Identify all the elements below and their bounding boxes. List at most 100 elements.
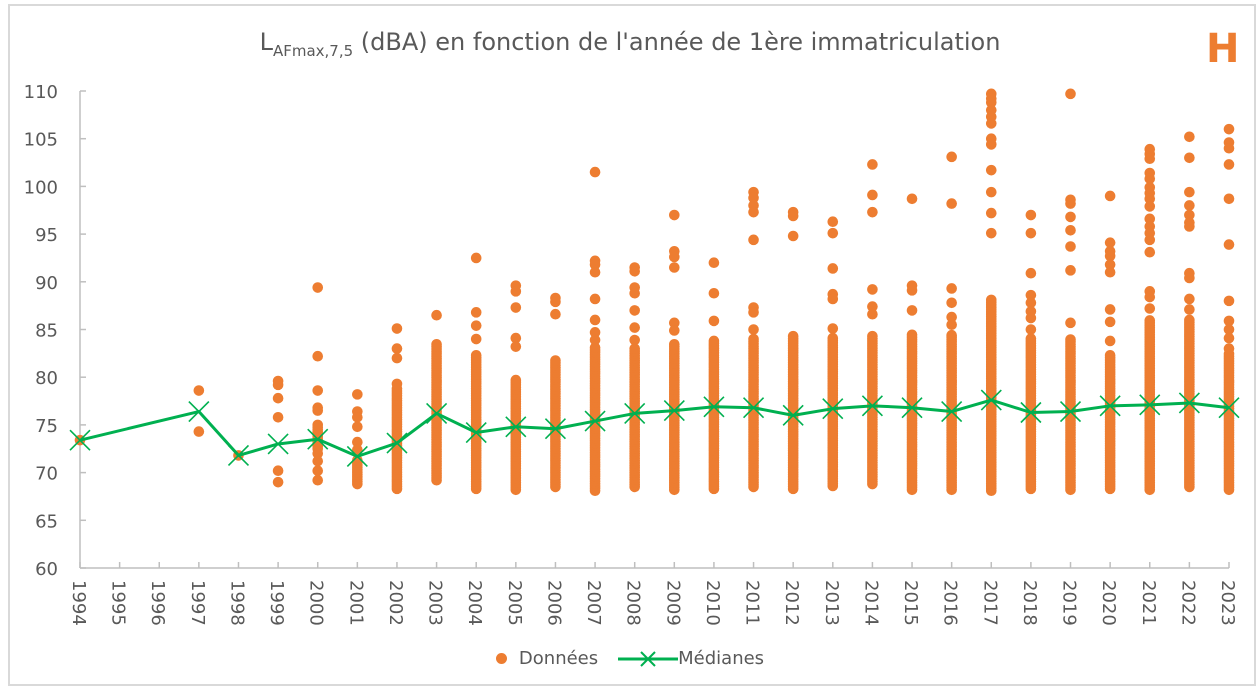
median-marker-stroke — [307, 428, 329, 450]
data-point — [867, 330, 878, 342]
data-point — [748, 192, 759, 204]
median-marker-stroke — [1178, 392, 1200, 414]
data-point — [272, 465, 284, 476]
data-point — [1184, 221, 1195, 232]
data-point — [748, 234, 759, 246]
x-tick-label: 2003 — [425, 580, 446, 626]
data-point — [669, 338, 680, 350]
median-marker-stroke — [663, 400, 685, 422]
data-point — [470, 349, 482, 361]
data-point — [629, 305, 640, 316]
median-marker — [544, 418, 567, 440]
data-point — [352, 389, 363, 400]
data-point — [352, 444, 363, 456]
data-point — [708, 335, 720, 347]
data-point — [1223, 193, 1235, 205]
median-marker-stroke — [624, 402, 646, 425]
data-point — [669, 262, 680, 273]
x-tick-label: 2021 — [1138, 580, 1159, 626]
data-point — [1144, 213, 1156, 225]
data-point — [1104, 316, 1116, 328]
y-tick-label: 65 — [35, 511, 58, 532]
data-point — [985, 186, 997, 198]
data-point — [550, 296, 561, 308]
data-point — [589, 327, 601, 338]
x-tick-label: 2010 — [702, 580, 723, 626]
median-marker — [624, 402, 646, 425]
data-point — [510, 332, 522, 344]
data-point — [906, 285, 918, 296]
data-point — [1184, 186, 1195, 198]
data-point — [352, 421, 363, 433]
data-point — [1065, 224, 1076, 236]
data-point — [1223, 159, 1235, 170]
data-point — [312, 385, 324, 396]
data-point — [1223, 343, 1235, 354]
data-point — [985, 164, 997, 176]
data-point — [1223, 142, 1235, 154]
data-point — [629, 322, 640, 333]
y-tick-label: 90 — [35, 273, 58, 294]
x-tick-label: 2000 — [306, 580, 327, 626]
x-tick-label: 1995 — [108, 580, 129, 626]
data-point — [431, 338, 442, 350]
legend-label-data: Données — [518, 648, 599, 669]
x-tick-label: 2022 — [1177, 580, 1198, 626]
legend-median-line-icon — [618, 650, 679, 667]
legend-item-data: Données — [495, 648, 599, 669]
x-tick-label: 2007 — [583, 580, 604, 626]
data-point — [1223, 295, 1235, 307]
median-marker — [386, 432, 408, 454]
data-point — [669, 317, 680, 329]
data-point — [589, 166, 601, 178]
median-marker-stroke — [1099, 395, 1121, 417]
data-point — [391, 343, 403, 354]
x-tick-label: 2020 — [1098, 580, 1119, 626]
median-marker-stroke — [941, 400, 963, 423]
median-marker — [346, 445, 368, 467]
data-point — [867, 308, 878, 320]
x-tick-label: 2017 — [979, 580, 1000, 626]
data-point — [1184, 209, 1195, 221]
data-point — [1025, 267, 1037, 279]
data-point — [1144, 201, 1156, 212]
data-point — [272, 411, 284, 423]
title-subscript: AFmax,7,5 — [272, 42, 354, 60]
data-point — [1065, 241, 1076, 252]
data-point — [985, 97, 997, 108]
median-line — [79, 398, 1230, 458]
median-marker-stroke — [703, 396, 725, 418]
data-point — [787, 210, 799, 222]
median-marker-stroke — [742, 397, 765, 419]
median-marker-stroke — [267, 433, 289, 455]
median-marker — [822, 398, 844, 420]
data-point — [352, 436, 363, 448]
y-tick-label: 60 — [35, 559, 58, 580]
data-point — [1065, 265, 1076, 276]
data-point — [510, 302, 522, 313]
data-point — [312, 474, 324, 486]
x-tick-label: 2018 — [1019, 580, 1040, 626]
median-marker — [901, 397, 923, 419]
x-tick-label: 2011 — [742, 580, 763, 626]
data-point — [827, 216, 839, 227]
data-point — [827, 263, 839, 274]
data-point — [1025, 312, 1037, 324]
data-point — [312, 419, 324, 431]
data-point — [1184, 131, 1195, 143]
data-point — [1104, 304, 1116, 315]
data-point — [867, 159, 878, 170]
median-marker-stroke — [782, 404, 804, 426]
median-marker-stroke — [1020, 401, 1042, 424]
data-point — [1025, 333, 1037, 344]
data-point — [193, 426, 205, 437]
data-point — [748, 206, 759, 218]
data-point — [708, 315, 720, 327]
median-marker-stroke — [1218, 397, 1240, 419]
x-tick-label: 2016 — [940, 580, 961, 626]
data-point — [470, 333, 482, 345]
data-point — [589, 314, 601, 326]
x-tick-label: 2014 — [860, 580, 881, 626]
title-main: L — [259, 28, 273, 56]
data-point — [272, 379, 284, 391]
